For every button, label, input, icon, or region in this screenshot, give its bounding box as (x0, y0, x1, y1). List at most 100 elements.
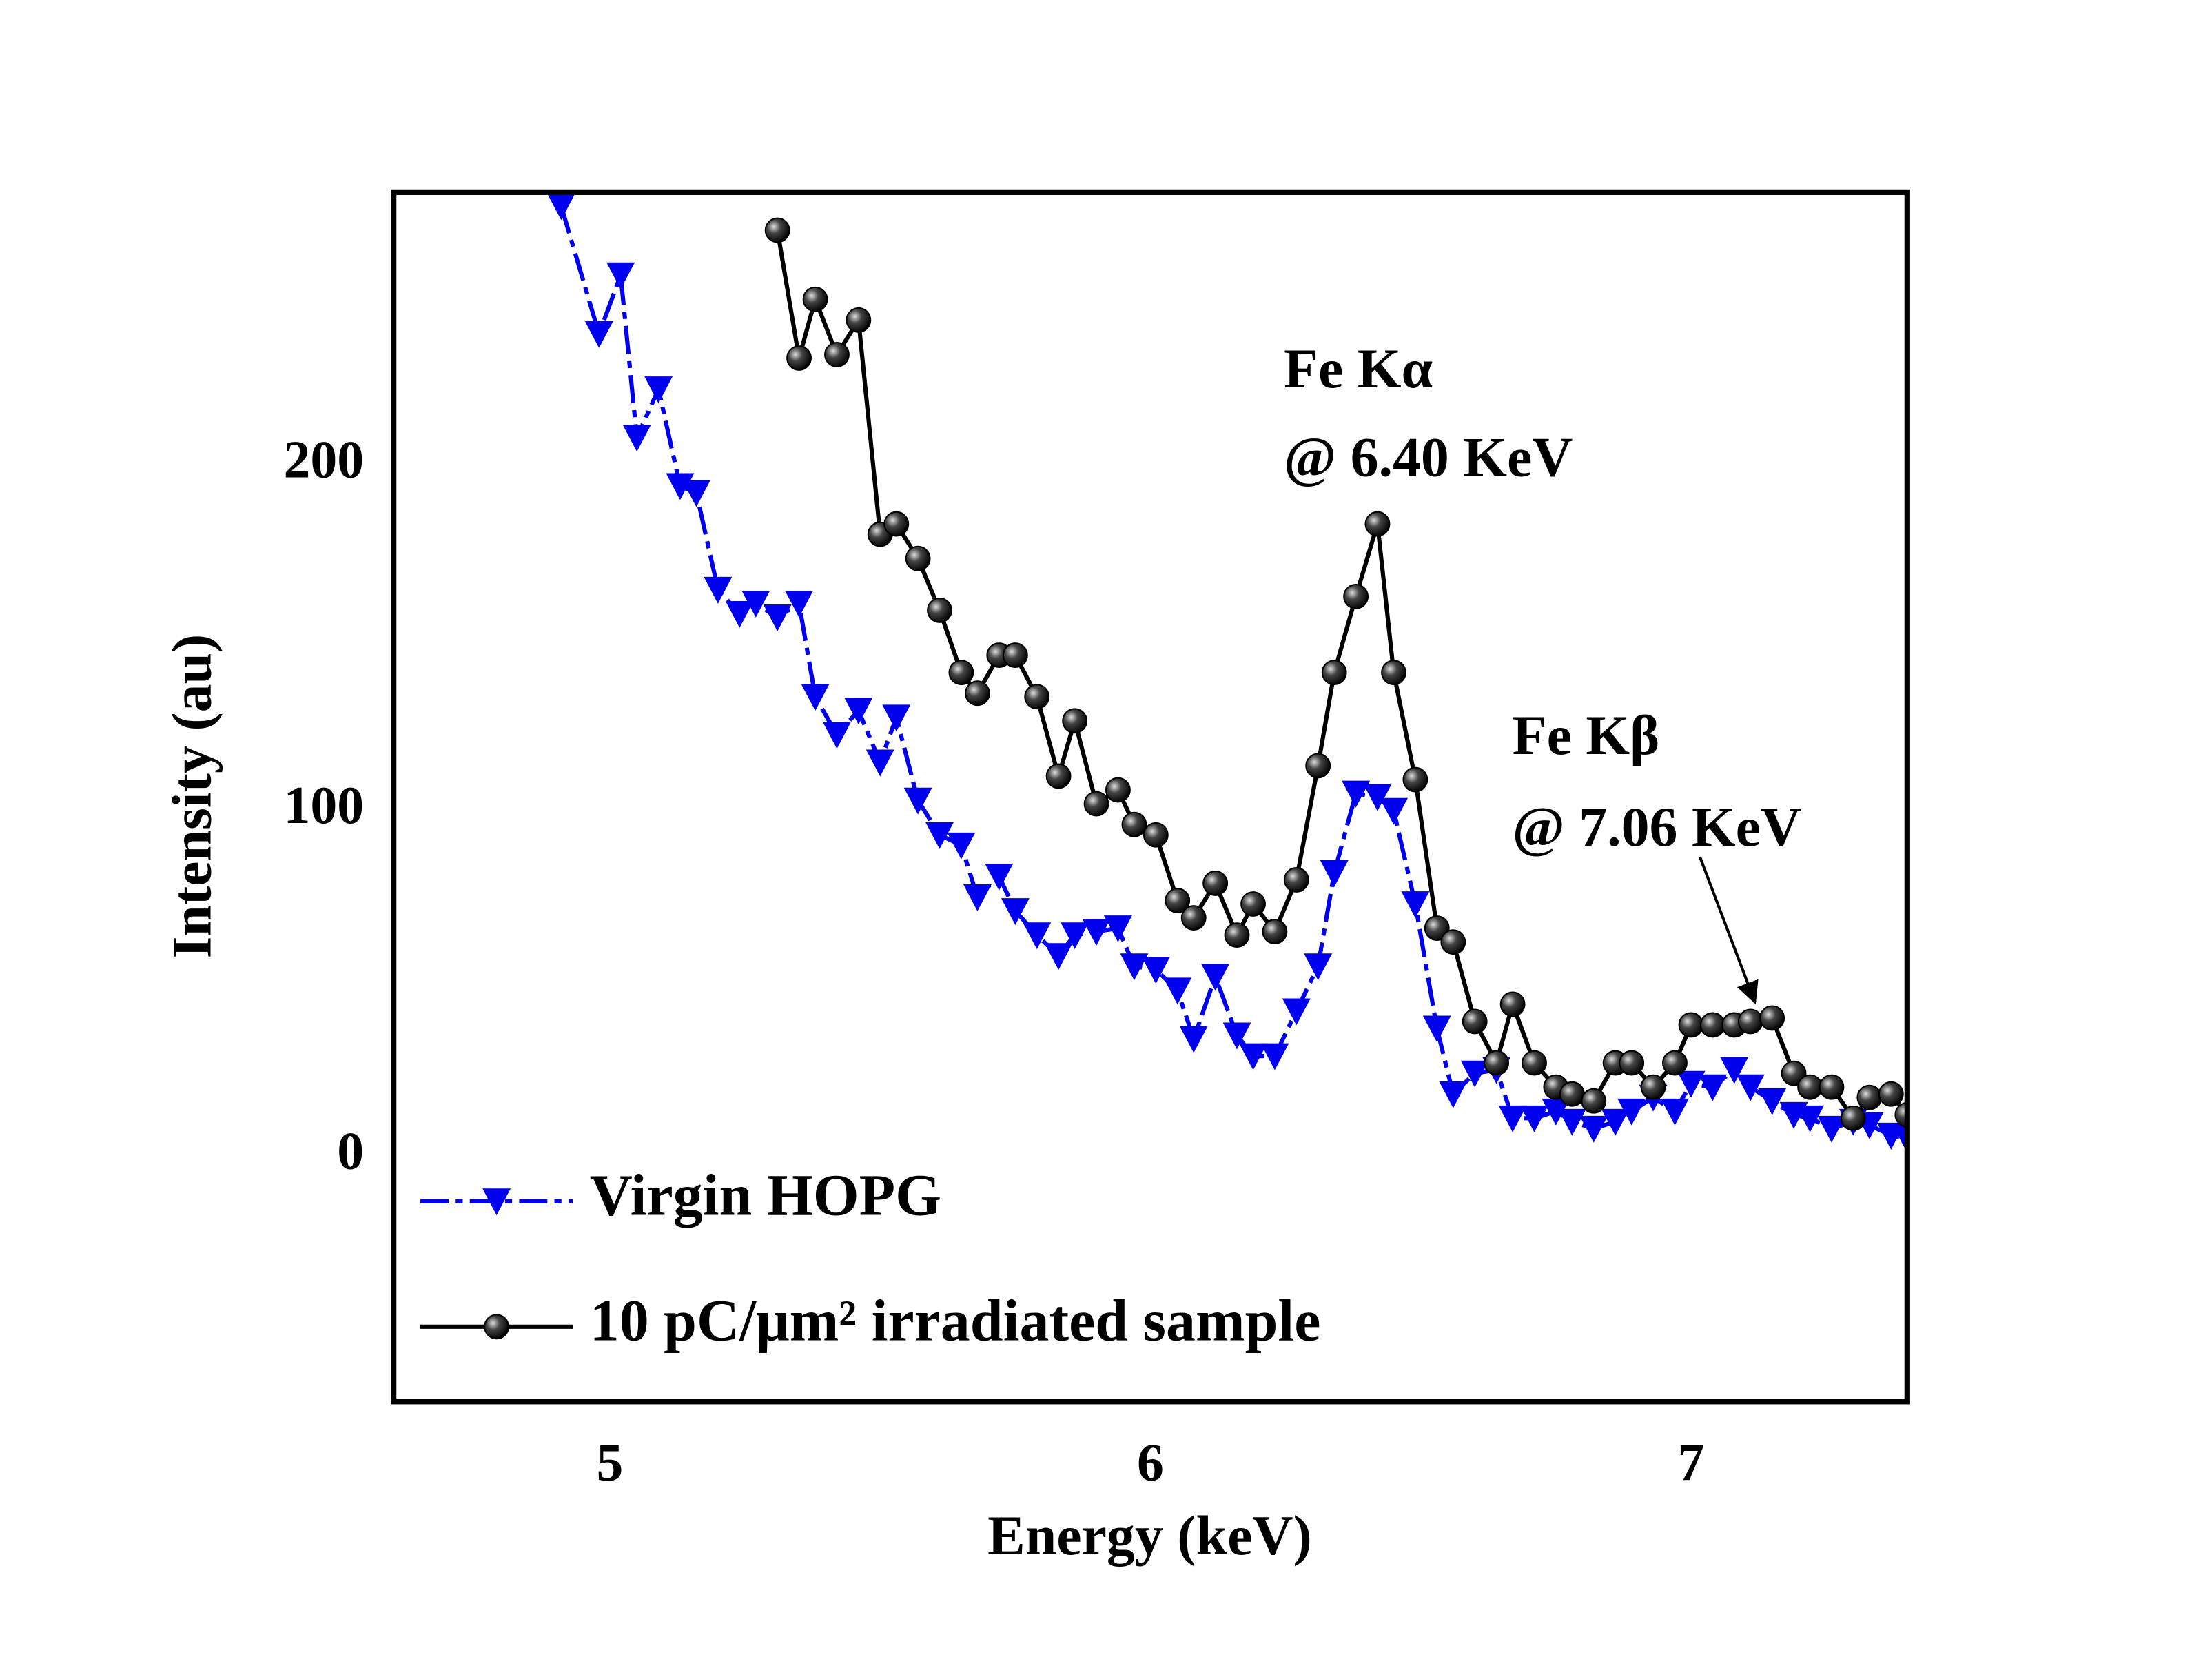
annotation: @ 7.06 KeV (1513, 795, 1802, 858)
data-point (704, 576, 733, 604)
data-point (1321, 660, 1347, 686)
data-point (1699, 1012, 1725, 1038)
data-point (1202, 871, 1229, 896)
data-point (1240, 891, 1266, 917)
annotation-arrow (1698, 856, 1759, 1005)
y-tick-label: 200 (284, 430, 365, 489)
plot-area (546, 193, 1907, 1153)
annotation: Fe Kα (1284, 337, 1433, 400)
data-point (1840, 1105, 1866, 1131)
data-point (1163, 977, 1192, 1005)
legend-label: 10 pC/μm² irradiated sample (590, 1288, 1321, 1354)
data-point (882, 704, 911, 732)
data-point (1342, 780, 1371, 808)
data-point (1024, 684, 1050, 710)
data-point (1893, 1126, 1907, 1153)
data-point (1422, 1015, 1451, 1043)
data-point (666, 473, 695, 500)
data-point (1002, 642, 1028, 669)
data-point (1522, 1050, 1547, 1076)
legend-marker (482, 1188, 511, 1216)
data-point (1581, 1088, 1607, 1114)
data-point (1380, 797, 1408, 825)
data-point (644, 376, 673, 404)
data-point (1737, 1008, 1763, 1035)
data-point (801, 684, 830, 711)
data-point (1320, 860, 1349, 887)
x-tick-label: 6 (1137, 1432, 1164, 1492)
data-point (1381, 660, 1406, 686)
data-point (965, 680, 990, 707)
data-point (866, 749, 894, 777)
x-tick-label: 7 (1678, 1432, 1705, 1492)
data-point (905, 545, 931, 571)
data-point (1179, 1026, 1208, 1053)
data-point (822, 722, 851, 749)
data-point (1542, 1098, 1570, 1126)
data-point (606, 262, 635, 289)
data-point (1304, 953, 1333, 981)
data-point (1662, 1050, 1688, 1076)
data-point (947, 832, 976, 860)
data-point (546, 193, 575, 221)
data-point (1759, 1005, 1785, 1031)
data-point (1262, 919, 1288, 945)
data-point (1559, 1081, 1585, 1107)
data-point (1224, 922, 1250, 948)
data-point (1120, 953, 1149, 981)
data-point (682, 480, 710, 507)
data-point (927, 597, 952, 623)
data-point (1817, 1115, 1846, 1143)
data-point (1283, 866, 1309, 893)
data-point (1579, 1115, 1608, 1143)
data-point (1797, 1074, 1823, 1100)
data-point (1045, 763, 1072, 789)
data-point (1720, 1057, 1749, 1084)
legend-label: Virgin HOPG (590, 1161, 941, 1228)
data-point (622, 425, 651, 452)
data-point (1819, 1074, 1845, 1100)
data-point (1460, 1060, 1489, 1088)
y-tick-label: 0 (337, 1121, 364, 1180)
data-point (846, 307, 872, 333)
data-point (1796, 1105, 1825, 1132)
data-point (1023, 922, 1052, 950)
data-point (1698, 1074, 1727, 1101)
legend-marker (484, 1314, 510, 1340)
data-point (1062, 708, 1088, 734)
data-point (1462, 1008, 1488, 1035)
data-point (1619, 1050, 1645, 1076)
data-point (1401, 891, 1430, 918)
data-point (725, 601, 754, 628)
y-tick-label: 100 (284, 775, 365, 835)
data-point (1141, 957, 1170, 984)
data-point (1736, 1074, 1765, 1101)
data-point (985, 863, 1014, 891)
data-point (1001, 898, 1030, 925)
data-point (786, 345, 812, 371)
data-point (1143, 822, 1169, 848)
data-point (1617, 1098, 1646, 1126)
data-point (1424, 915, 1450, 942)
data-point (903, 787, 932, 815)
data-point (1239, 1043, 1268, 1070)
data-point (764, 217, 790, 243)
data-point (1758, 1088, 1787, 1115)
y-axis-title: Intensity (au) (160, 634, 223, 959)
data-point (824, 342, 850, 367)
x-axis-title: Energy (keV) (987, 1504, 1312, 1567)
data-point (1061, 922, 1089, 950)
data-point (1121, 811, 1147, 837)
data-point (1305, 753, 1331, 779)
data-point (1282, 998, 1311, 1026)
data-point (963, 884, 992, 911)
data-point (1260, 1043, 1289, 1070)
data-point (1103, 915, 1132, 943)
data-point (1894, 1101, 1907, 1128)
data-point (1201, 964, 1230, 991)
data-point (948, 660, 974, 686)
data-point (1180, 905, 1207, 931)
data-point (1499, 991, 1526, 1017)
annotation: Fe Kβ (1513, 704, 1660, 766)
